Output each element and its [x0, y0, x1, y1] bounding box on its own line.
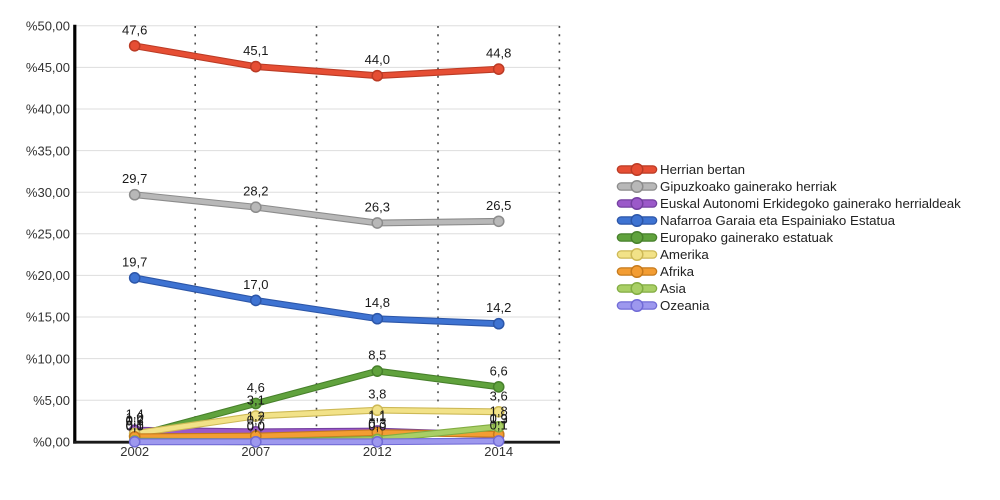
svg-text:1,1: 1,1 — [368, 408, 386, 423]
svg-text:29,7: 29,7 — [122, 171, 147, 186]
svg-text:2012: 2012 — [363, 444, 392, 459]
svg-text:%25,00: %25,00 — [26, 227, 70, 242]
svg-text:3,1: 3,1 — [247, 393, 265, 408]
svg-text:45,1: 45,1 — [243, 43, 268, 58]
svg-text:Nafarroa Garaia eta Espainiako: Nafarroa Garaia eta Espainiako Estatua — [660, 213, 896, 228]
svg-text:0,7: 0,7 — [126, 413, 144, 428]
svg-text:Gipuzkoako gainerako herriak: Gipuzkoako gainerako herriak — [660, 179, 837, 194]
svg-text:8,5: 8,5 — [368, 348, 386, 363]
svg-text:14,8: 14,8 — [365, 295, 390, 310]
svg-text:1,8: 1,8 — [490, 403, 508, 418]
svg-text:%0,00: %0,00 — [33, 435, 70, 450]
svg-text:1,1: 1,1 — [368, 409, 386, 424]
svg-text:0,6: 0,6 — [126, 413, 144, 428]
svg-text:0,3: 0,3 — [368, 416, 386, 431]
svg-text:1,2: 1,2 — [247, 408, 265, 423]
svg-text:0,0: 0,0 — [368, 418, 386, 433]
svg-text:3,8: 3,8 — [368, 387, 386, 402]
svg-text:Afrika: Afrika — [660, 264, 695, 279]
svg-text:3,6: 3,6 — [490, 388, 508, 403]
svg-text:%40,00: %40,00 — [26, 102, 70, 117]
svg-text:0,9: 0,9 — [490, 411, 508, 426]
svg-text:0,7: 0,7 — [247, 413, 265, 428]
svg-text:%15,00: %15,00 — [26, 310, 70, 325]
svg-text:0,0: 0,0 — [247, 418, 265, 433]
svg-text:44,0: 44,0 — [365, 52, 390, 67]
svg-text:47,6: 47,6 — [122, 22, 147, 37]
svg-text:2014: 2014 — [484, 444, 513, 459]
svg-text:Amerika: Amerika — [660, 247, 709, 262]
svg-text:Europako gainerako estatuak: Europako gainerako estatuak — [660, 230, 833, 245]
svg-text:14,2: 14,2 — [486, 300, 511, 315]
svg-text:2007: 2007 — [241, 444, 270, 459]
svg-text:17,0: 17,0 — [243, 277, 268, 292]
svg-text:26,3: 26,3 — [365, 200, 390, 215]
svg-text:6,6: 6,6 — [490, 363, 508, 378]
svg-text:19,7: 19,7 — [122, 254, 147, 269]
svg-text:%35,00: %35,00 — [26, 143, 70, 158]
svg-text:Asia: Asia — [660, 281, 686, 296]
svg-text:%30,00: %30,00 — [26, 185, 70, 200]
svg-text:%50,00: %50,00 — [26, 19, 70, 34]
svg-text:Herrian bertan: Herrian bertan — [660, 162, 745, 177]
svg-text:0,1: 0,1 — [126, 418, 144, 433]
svg-text:0,0: 0,0 — [247, 418, 265, 433]
svg-text:2002: 2002 — [120, 444, 149, 459]
svg-text:0,1: 0,1 — [490, 418, 508, 433]
svg-text:0,0: 0,0 — [126, 418, 144, 433]
svg-text:Ozeania: Ozeania — [660, 298, 710, 313]
svg-text:%10,00: %10,00 — [26, 351, 70, 366]
svg-text:44,8: 44,8 — [486, 46, 511, 61]
svg-text:%5,00: %5,00 — [33, 393, 70, 408]
svg-text:28,2: 28,2 — [243, 184, 268, 199]
svg-text:1,4: 1,4 — [126, 407, 144, 422]
svg-text:%45,00: %45,00 — [26, 60, 70, 75]
svg-text:Euskal Autonomi Erkidegoko gai: Euskal Autonomi Erkidegoko gainerako her… — [660, 196, 961, 211]
svg-text:26,5: 26,5 — [486, 198, 511, 213]
svg-text:%20,00: %20,00 — [26, 268, 70, 283]
svg-text:1,0: 1,0 — [126, 410, 144, 425]
svg-text:1,3: 1,3 — [490, 412, 508, 427]
svg-text:4,6: 4,6 — [247, 380, 265, 395]
